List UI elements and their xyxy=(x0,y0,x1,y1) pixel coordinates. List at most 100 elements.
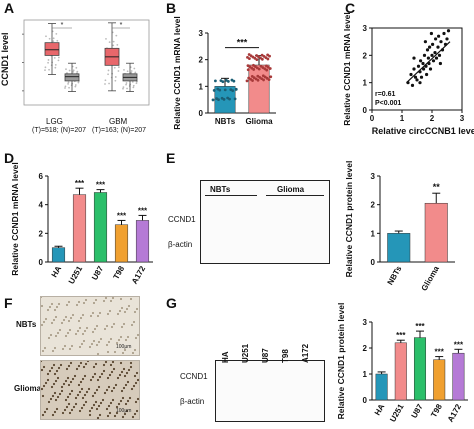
ihc-cell-nucleus xyxy=(118,339,120,341)
panel-b-sample-point xyxy=(216,87,220,91)
panel-a-jitter-point xyxy=(104,83,106,85)
ihc-cell-nucleus xyxy=(97,315,99,317)
ihc-cell-nucleus xyxy=(103,391,107,395)
panel-g-bar xyxy=(413,337,427,401)
panel-c-point xyxy=(436,45,440,49)
ihc-cell-nucleus xyxy=(102,363,106,367)
ihc-cell-nucleus xyxy=(79,346,81,348)
ihc-cell-nucleus xyxy=(78,390,82,394)
panel-g-category-label: U251 xyxy=(388,402,406,424)
ihc-cell-nucleus xyxy=(117,402,121,406)
panel-c-xtick-label: 2 xyxy=(430,114,435,123)
panel-a-jitter-point xyxy=(57,59,60,62)
panel-b-sample-point xyxy=(211,98,215,102)
ihc-cell-nucleus xyxy=(65,405,69,409)
ihc-cell-nucleus xyxy=(134,400,138,404)
ihc-cell-nucleus xyxy=(70,408,74,412)
ihc-cell-nucleus xyxy=(93,302,95,304)
blot-e-row-ccnd1: CCND1 xyxy=(168,215,196,224)
panel-b-sample-point xyxy=(247,76,251,80)
ihc-cell-nucleus xyxy=(66,395,70,399)
ihc-cell-nucleus xyxy=(80,406,84,410)
blot-e-row-actin: β-actin xyxy=(168,240,193,249)
ihc-cell-nucleus xyxy=(69,348,71,350)
panel-g-significance: *** xyxy=(454,340,464,349)
panel-c-point xyxy=(421,61,425,66)
ihc-cell-nucleus xyxy=(109,363,113,367)
panel-c-point xyxy=(428,67,433,71)
panel-a-box xyxy=(64,73,80,82)
ihc-cell-nucleus xyxy=(42,365,46,369)
panel-a-significance: * xyxy=(120,22,123,29)
panel-d-bar xyxy=(135,220,150,263)
panel-e-ytick-label: 1 xyxy=(371,229,376,238)
ihc-cell-nucleus xyxy=(97,353,99,355)
ihc-cell-nucleus xyxy=(105,388,109,392)
panel-c-point xyxy=(430,53,434,57)
ihc-cell-nucleus xyxy=(59,363,63,367)
ihc-cell-nucleus xyxy=(52,382,56,386)
panel-a-jitter-point xyxy=(57,56,60,59)
panel-a-group-lgg: LGG xyxy=(46,117,63,126)
panel-g-category-label: T98 xyxy=(429,402,444,419)
ihc-cell-nucleus xyxy=(120,389,124,393)
ihc-cell-nucleus xyxy=(126,308,128,310)
panel-c-point xyxy=(419,75,424,79)
ihc-cell-nucleus xyxy=(59,329,61,331)
ihc-cell-nucleus xyxy=(65,316,67,318)
ihc-cell-nucleus xyxy=(99,401,103,405)
ihc-cell-nucleus xyxy=(124,311,126,313)
panel-d-ytick-label: 0 xyxy=(39,258,44,267)
ihc-cell-nucleus xyxy=(77,364,81,368)
ihc-cell-nucleus xyxy=(81,377,85,381)
panel-b-category-label: NBTs xyxy=(215,117,236,126)
ihc-cell-nucleus xyxy=(126,399,130,403)
ihc-cell-nucleus xyxy=(84,400,88,404)
panel-c-point xyxy=(446,29,451,33)
panel-d-category-label: HA xyxy=(50,264,64,279)
panel-c-point xyxy=(416,64,421,68)
ihc-cell-nucleus xyxy=(68,301,70,303)
panel-letter-b: B xyxy=(166,0,177,16)
panel-c-point xyxy=(442,31,446,36)
ihc-cell-nucleus xyxy=(111,361,115,364)
panel-b-ylabel: Relative CCND1 mRNA level xyxy=(172,16,182,130)
panel-c-point xyxy=(431,59,436,63)
panel-b-sample-point xyxy=(246,68,250,72)
ihc-cell-nucleus xyxy=(125,409,129,413)
panel-a-jitter-point xyxy=(130,70,133,72)
ihc-cell-nucleus xyxy=(108,411,112,415)
panel-a-jitter-point xyxy=(135,82,138,85)
ihc-cell-nucleus xyxy=(53,319,55,321)
panel-d-significance: *** xyxy=(96,181,106,190)
ihc-cell-nucleus xyxy=(41,387,44,391)
ihc-cell-nucleus xyxy=(85,390,89,394)
ihc-cell-nucleus xyxy=(63,319,65,321)
panel-a-jitter-point xyxy=(77,81,80,84)
ihc-cell-nucleus xyxy=(67,364,71,368)
blot-g-lane-u87: U87 xyxy=(261,348,270,363)
panel-c-point xyxy=(418,81,422,85)
panel-g-bar xyxy=(394,342,407,401)
panel-a-jitter-point xyxy=(56,39,59,42)
ihc-cell-nucleus xyxy=(51,303,53,305)
ihc-cell-nucleus xyxy=(55,369,59,373)
panel-c-point xyxy=(431,42,435,47)
panel-a-jitter-point xyxy=(104,79,107,82)
ihc-image-glioma xyxy=(40,360,140,420)
ihc-cell-nucleus xyxy=(120,370,124,374)
panel-b-sample-point xyxy=(230,78,234,82)
ihc-cell-nucleus xyxy=(42,350,44,352)
ihc-cell-nucleus xyxy=(58,392,62,396)
panel-c-ytick-label: 2 xyxy=(363,51,368,60)
ihc-cell-nucleus xyxy=(60,385,64,389)
panel-d-ytick-label: 4 xyxy=(39,201,44,210)
panel-c-frame xyxy=(371,27,463,111)
ihc-cell-nucleus xyxy=(104,328,106,330)
ihc-cell-nucleus xyxy=(113,323,115,325)
ihc-cell-nucleus xyxy=(41,361,43,363)
ihc-cell-nucleus xyxy=(64,379,68,383)
ihc-cell-nucleus xyxy=(68,392,72,396)
ihc-cell-nucleus xyxy=(124,402,128,406)
panel-a-significance: * xyxy=(61,22,64,29)
